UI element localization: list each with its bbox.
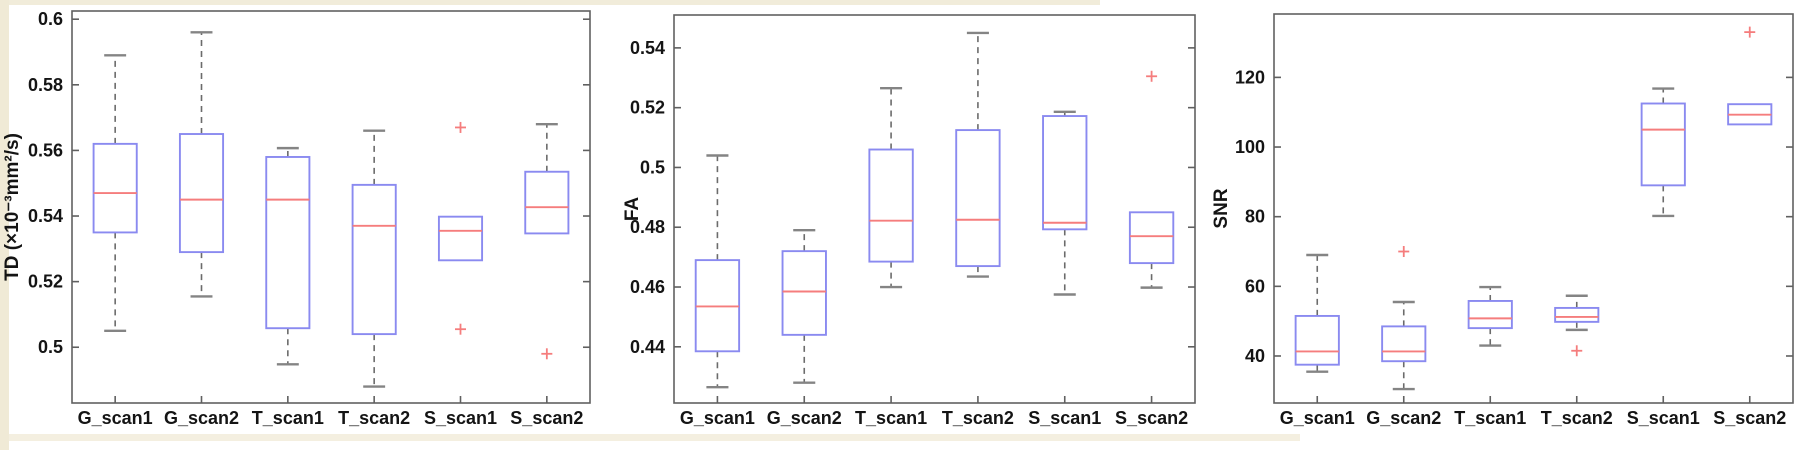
y-tick-label: 0.52 <box>630 98 665 118</box>
axis-frame <box>1273 13 1794 404</box>
page-margin-top <box>0 0 1100 5</box>
y-tick-label: 40 <box>1245 346 1265 366</box>
box-rect <box>524 170 570 235</box>
box-rect <box>781 250 827 336</box>
y-tick-label: 0.44 <box>630 337 665 357</box>
box-rect <box>92 142 138 234</box>
y-tick-label: 80 <box>1245 207 1265 227</box>
x-category-label: G_scan1 <box>680 408 755 428</box>
y-tick-label: 60 <box>1245 276 1265 296</box>
y-tick-label: 100 <box>1235 137 1265 157</box>
axis-frame <box>71 10 591 404</box>
box-rect <box>955 129 1001 268</box>
outlier-marker <box>1146 70 1158 82</box>
x-category-label: S_scan2 <box>1713 408 1786 428</box>
y-tick-label: 0.54 <box>630 38 665 58</box>
x-category-label: S_scan2 <box>1115 408 1188 428</box>
box-rect <box>1042 115 1088 231</box>
box-rect <box>1294 314 1340 366</box>
x-category-label: S_scan1 <box>1627 408 1700 428</box>
page-margin-left <box>0 0 9 450</box>
x-category-label: G_scan2 <box>164 408 239 428</box>
y-tick-label: 0.56 <box>28 140 63 160</box>
y-tick-label: 120 <box>1235 67 1265 87</box>
x-category-label: T_scan1 <box>1454 408 1526 428</box>
box-rect <box>1381 325 1427 363</box>
axis-frame <box>673 14 1196 404</box>
y-tick-label: 0.58 <box>28 75 63 95</box>
x-category-label: G_scan1 <box>1280 408 1355 428</box>
outlier-marker <box>455 121 466 133</box>
outlier-marker <box>1398 246 1410 258</box>
x-category-label: T_scan2 <box>942 408 1014 428</box>
y-tick-label: 0.5 <box>640 157 665 177</box>
page-margin-bottom <box>0 434 1300 441</box>
outlier-marker <box>1744 26 1756 38</box>
y-tick-label: 0.6 <box>38 9 63 29</box>
y-axis-title: FA <box>622 197 643 222</box>
outlier-marker <box>541 348 553 360</box>
box-rect <box>265 156 311 330</box>
box-rect <box>351 183 397 336</box>
plot-snr: 40 60 80 100 120 G_scan1 G_scan2 T_scan1 T_scan2… <box>1211 13 1794 428</box>
x-category-label: S_scan2 <box>510 408 583 428</box>
box-rect <box>1467 300 1513 330</box>
x-category-label: S_scan1 <box>1028 408 1101 428</box>
y-axis-title: TD (×10⁻³mm²/s) <box>2 133 23 281</box>
box-rect <box>437 215 484 262</box>
y-tick-label: 0.52 <box>28 272 63 292</box>
y-tick-label: 0.48 <box>630 217 665 237</box>
box-rect <box>1128 211 1175 265</box>
y-tick-label: 0.46 <box>630 277 665 297</box>
y-tick-label: 0.5 <box>38 337 63 357</box>
outlier-marker <box>1571 345 1583 357</box>
y-tick-label: 0.54 <box>28 206 63 226</box>
box-rect <box>868 148 914 263</box>
x-category-label: T_scan1 <box>252 408 324 428</box>
x-category-label: G_scan2 <box>1366 408 1441 428</box>
x-category-label: T_scan2 <box>338 408 410 428</box>
plot-tdmms: 0.5 0.52 0.54 0.56 0.58 0.6 G_scan1 G_scan2 T_sc… <box>2 9 591 428</box>
box-rect <box>178 133 225 254</box>
plot-fa: 0.44 0.46 0.48 0.5 0.52 0.54 G_scan1 G_scan2 T_s… <box>622 14 1196 428</box>
x-category-label: S_scan1 <box>424 408 497 428</box>
x-category-label: T_scan2 <box>1541 408 1613 428</box>
x-category-label: G_scan1 <box>78 408 153 428</box>
x-category-label: T_scan1 <box>855 408 927 428</box>
x-category-label: G_scan2 <box>767 408 842 428</box>
box-rect <box>1640 102 1686 187</box>
outlier-marker <box>455 323 466 335</box>
box-rect <box>1554 306 1600 323</box>
y-axis-title: SNR <box>1211 188 1232 228</box>
